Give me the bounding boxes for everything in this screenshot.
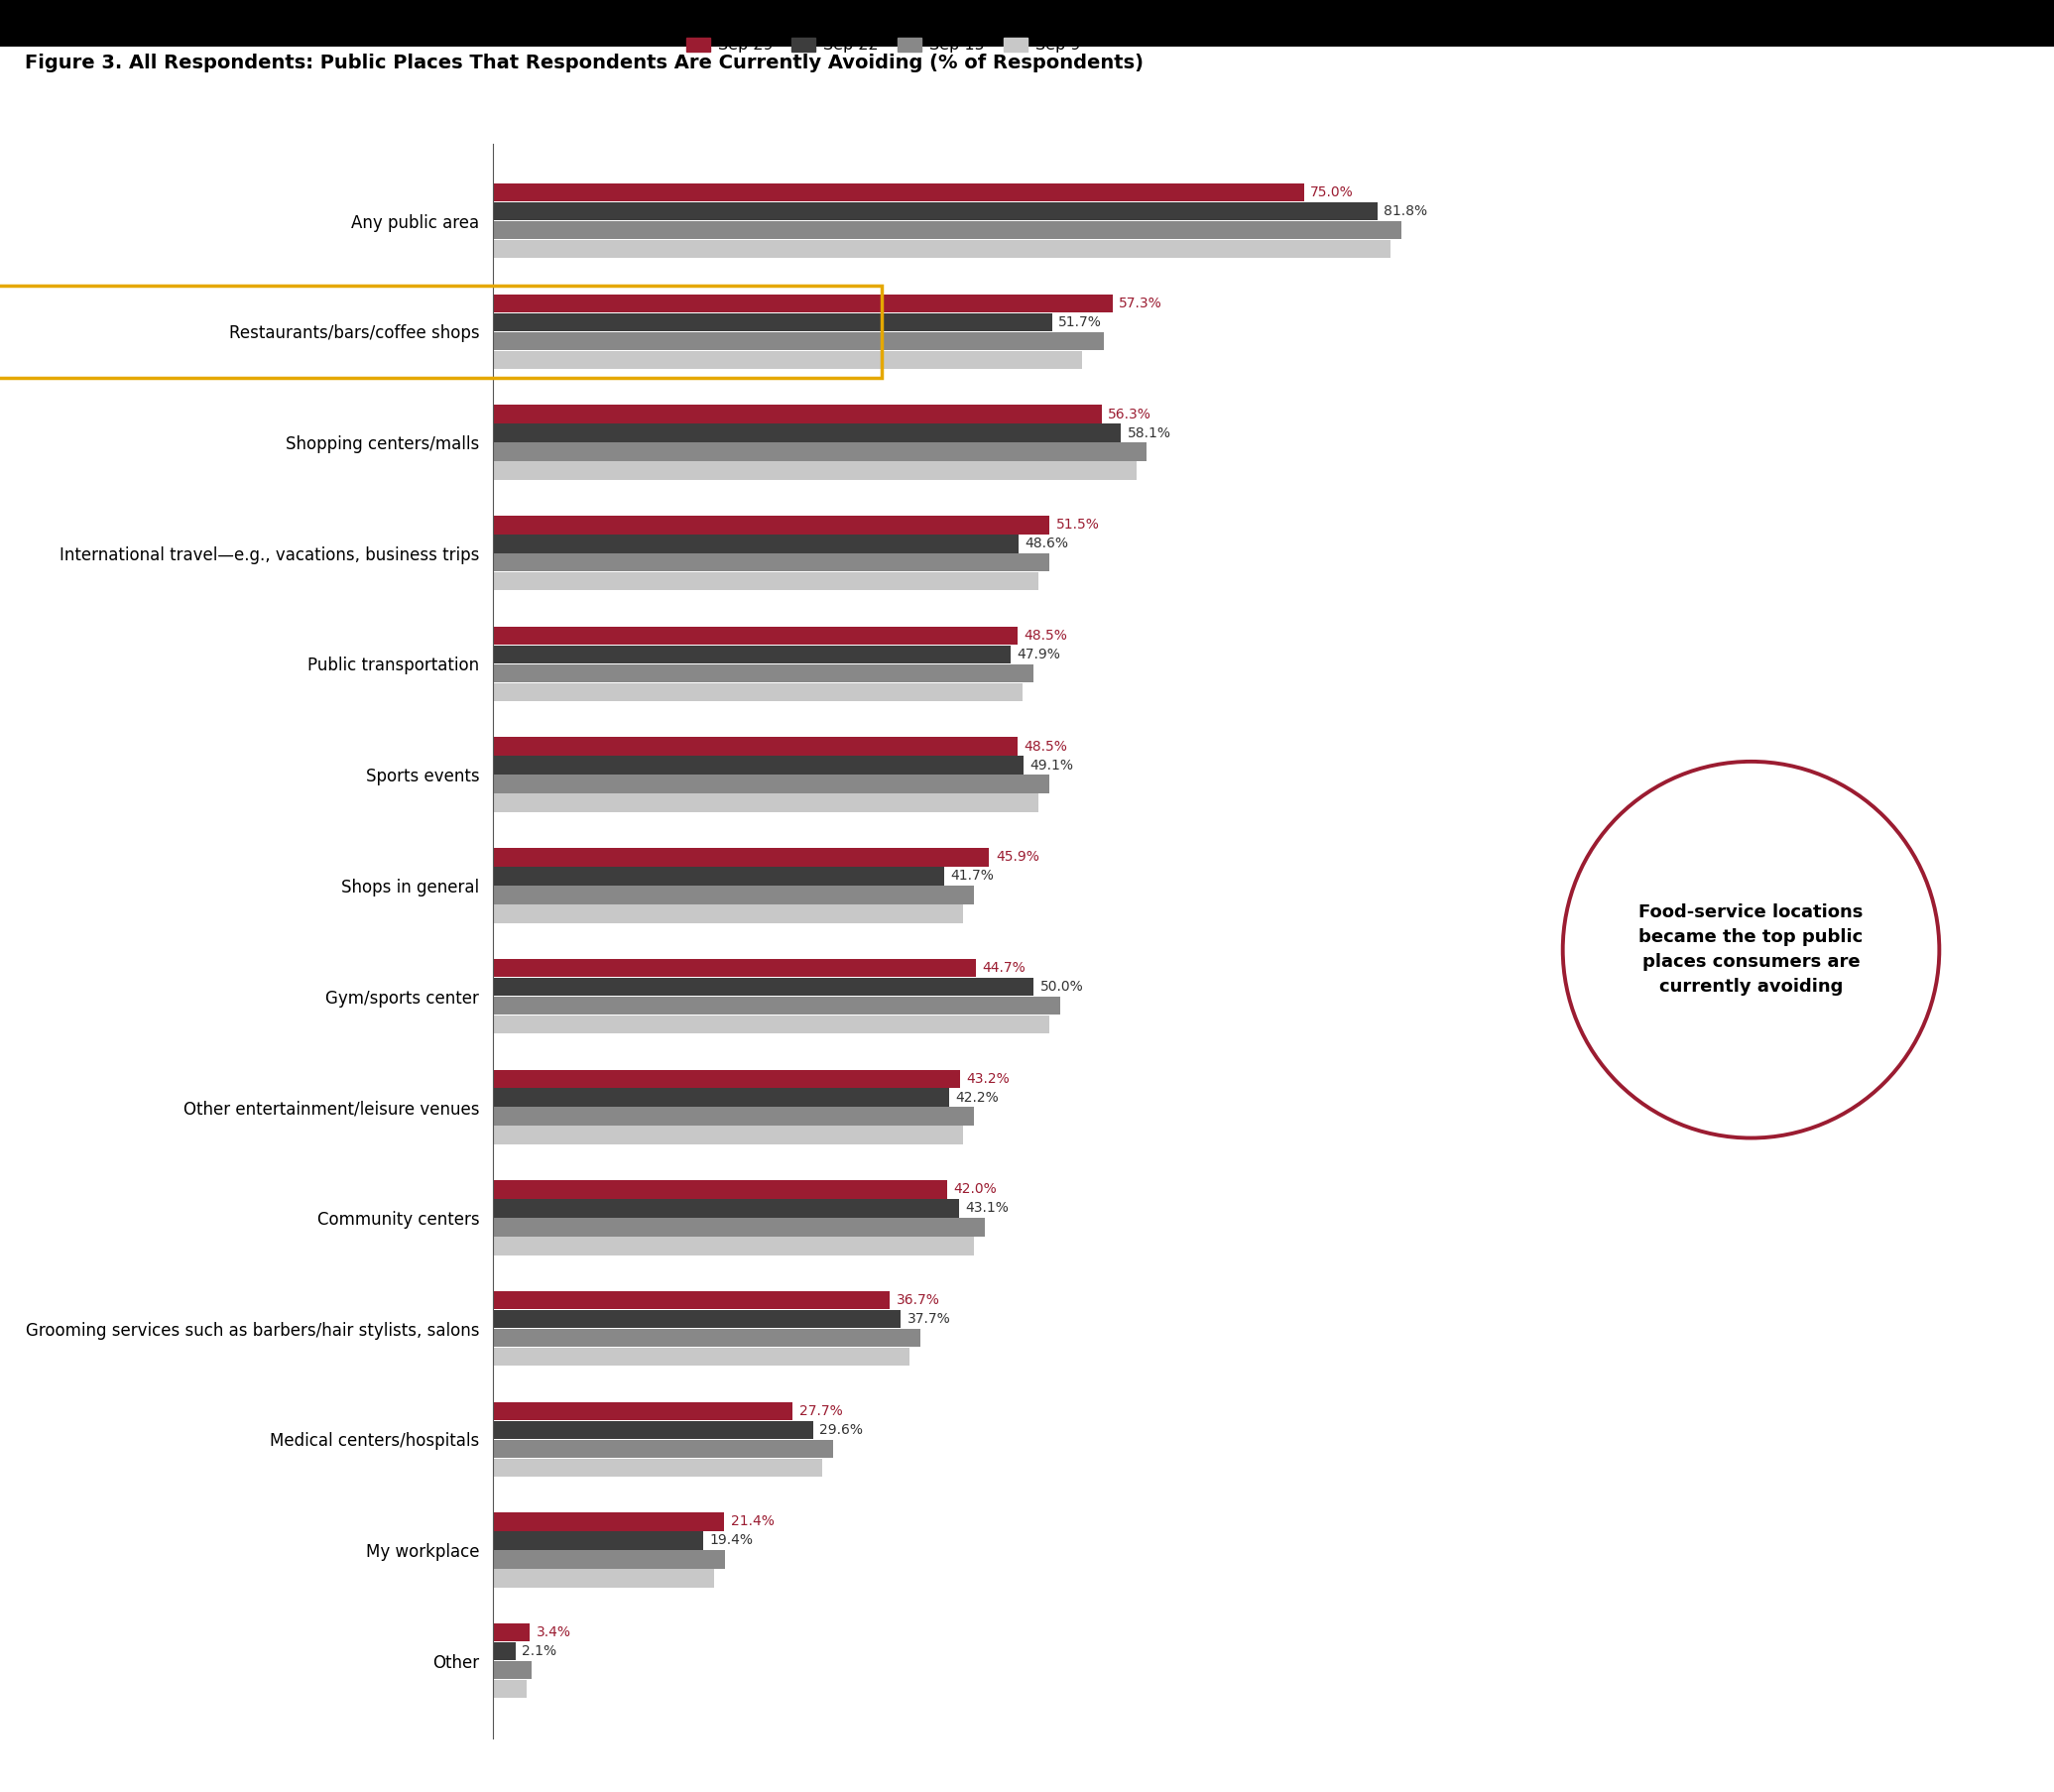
Bar bbox=[493, 794, 1039, 812]
Bar bbox=[493, 756, 1023, 774]
Bar bbox=[493, 183, 1304, 202]
Bar bbox=[493, 1550, 725, 1568]
Bar bbox=[493, 1290, 889, 1310]
Text: 27.7%: 27.7% bbox=[799, 1403, 842, 1417]
Bar bbox=[493, 314, 1052, 332]
Text: 42.0%: 42.0% bbox=[953, 1183, 996, 1197]
Bar bbox=[493, 1125, 963, 1145]
Bar bbox=[493, 665, 1033, 683]
Bar bbox=[493, 405, 1101, 423]
Text: 57.3%: 57.3% bbox=[1119, 296, 1163, 310]
Bar bbox=[493, 1070, 959, 1088]
Text: 49.1%: 49.1% bbox=[1031, 758, 1074, 772]
Text: 41.7%: 41.7% bbox=[951, 869, 994, 883]
Bar bbox=[493, 996, 1060, 1014]
Legend: Sep 29, Sep 22, Sep 15, Sep 9: Sep 29, Sep 22, Sep 15, Sep 9 bbox=[680, 32, 1087, 59]
Bar bbox=[493, 848, 990, 866]
Text: 47.9%: 47.9% bbox=[1017, 647, 1060, 661]
Text: 19.4%: 19.4% bbox=[709, 1534, 754, 1548]
Text: 2.1%: 2.1% bbox=[522, 1645, 557, 1658]
Bar bbox=[493, 1181, 947, 1199]
Bar bbox=[493, 645, 1011, 663]
Text: 37.7%: 37.7% bbox=[908, 1312, 951, 1326]
Bar bbox=[493, 885, 974, 903]
Bar bbox=[493, 683, 1023, 701]
Text: 29.6%: 29.6% bbox=[820, 1423, 863, 1437]
Bar bbox=[493, 905, 963, 923]
Text: 21.4%: 21.4% bbox=[731, 1514, 774, 1529]
Bar bbox=[493, 534, 1019, 554]
Bar bbox=[493, 959, 976, 977]
Bar bbox=[493, 572, 1039, 591]
Text: 48.6%: 48.6% bbox=[1025, 538, 1068, 550]
Bar bbox=[493, 1107, 974, 1125]
Bar bbox=[493, 1219, 984, 1236]
Text: 51.5%: 51.5% bbox=[1056, 518, 1099, 532]
Text: 51.7%: 51.7% bbox=[1058, 315, 1101, 330]
Text: 75.0%: 75.0% bbox=[1310, 186, 1354, 199]
Bar bbox=[493, 1679, 526, 1699]
Text: Food-service locations
became the top public
places consumers are
currently avoi: Food-service locations became the top pu… bbox=[1639, 903, 1863, 996]
Bar bbox=[493, 1641, 516, 1661]
Text: 48.5%: 48.5% bbox=[1023, 740, 1068, 753]
Bar bbox=[493, 1348, 910, 1366]
Text: 43.1%: 43.1% bbox=[965, 1201, 1009, 1215]
Bar bbox=[493, 1439, 834, 1457]
Text: 48.5%: 48.5% bbox=[1023, 629, 1068, 643]
Bar bbox=[493, 1512, 725, 1530]
Bar bbox=[493, 462, 1136, 480]
Bar bbox=[493, 443, 1146, 461]
Text: Figure 3. All Respondents: Public Places That Respondents Are Currently Avoiding: Figure 3. All Respondents: Public Places… bbox=[25, 54, 1144, 73]
Text: 44.7%: 44.7% bbox=[982, 961, 1027, 975]
Text: 45.9%: 45.9% bbox=[996, 849, 1039, 864]
Text: 43.2%: 43.2% bbox=[967, 1072, 1011, 1086]
Bar bbox=[493, 774, 1050, 794]
Text: 56.3%: 56.3% bbox=[1107, 407, 1152, 421]
Text: 58.1%: 58.1% bbox=[1128, 426, 1171, 439]
Bar bbox=[493, 1401, 793, 1419]
Bar bbox=[493, 202, 1378, 220]
Bar bbox=[493, 240, 1391, 258]
Text: 50.0%: 50.0% bbox=[1039, 980, 1082, 995]
Bar bbox=[493, 1421, 813, 1439]
Circle shape bbox=[1563, 762, 1939, 1138]
Bar bbox=[493, 1236, 974, 1254]
Text: 42.2%: 42.2% bbox=[955, 1091, 998, 1104]
Bar bbox=[493, 1459, 824, 1477]
Bar bbox=[493, 1310, 900, 1328]
Bar bbox=[493, 1661, 532, 1679]
Text: 81.8%: 81.8% bbox=[1384, 204, 1428, 219]
Bar bbox=[493, 627, 1017, 645]
Text: 3.4%: 3.4% bbox=[536, 1625, 571, 1640]
Bar bbox=[493, 867, 943, 885]
Bar bbox=[493, 351, 1082, 369]
Bar bbox=[493, 554, 1050, 572]
Bar bbox=[493, 294, 1113, 312]
Bar bbox=[493, 425, 1121, 443]
Bar bbox=[493, 978, 1033, 996]
Bar bbox=[493, 1199, 959, 1217]
Bar bbox=[493, 1088, 949, 1107]
Bar bbox=[493, 1016, 1050, 1034]
Bar bbox=[493, 220, 1401, 240]
Text: 36.7%: 36.7% bbox=[896, 1294, 941, 1306]
Bar bbox=[493, 1624, 530, 1641]
Bar bbox=[493, 737, 1017, 756]
Bar bbox=[493, 516, 1050, 534]
Bar bbox=[493, 332, 1103, 349]
Bar bbox=[493, 1532, 702, 1550]
Bar bbox=[493, 1570, 715, 1588]
Bar bbox=[493, 1328, 920, 1348]
